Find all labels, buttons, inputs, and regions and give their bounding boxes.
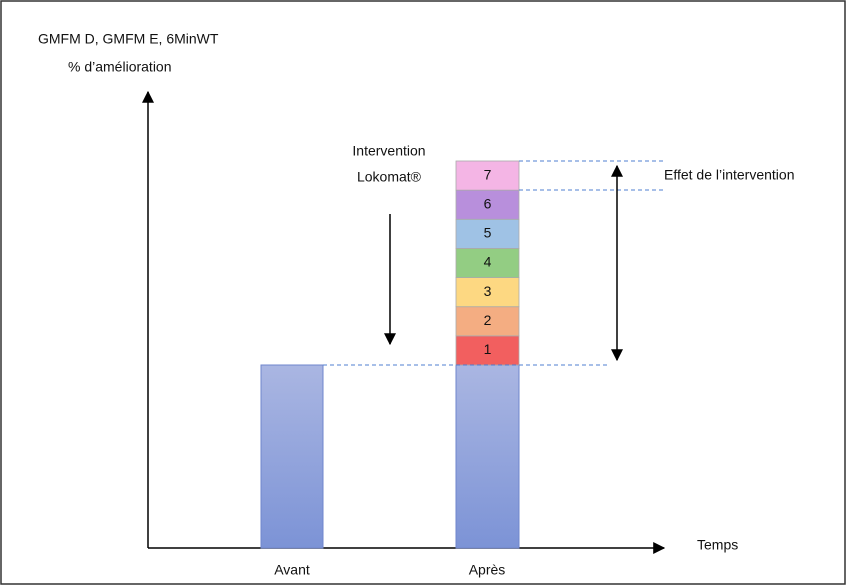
segment-label: 5 [484,225,492,241]
bar [455,364,520,549]
y-axis-label: % d’amélioration [68,59,172,75]
segment-label: 1 [484,341,492,357]
y-axis-label: GMFM D, GMFM E, 6MinWT [38,31,219,47]
intervention-label: Intervention [352,143,425,159]
segment [455,248,520,278]
segment-label: 2 [484,312,492,328]
segment [455,335,520,366]
segment-label: 7 [484,166,492,182]
segment-label: 6 [484,195,492,211]
effect-label: Effet de l’intervention [664,167,795,183]
bar [260,364,324,549]
segment [455,277,520,308]
segment [455,160,520,191]
intervention-label: Lokomat® [357,169,422,185]
bar-label: Après [469,562,506,578]
segment [455,218,520,249]
segment-label: 3 [484,283,492,299]
segment-label: 4 [484,254,492,270]
segments: 1 2 3 4 5 6 7 [455,160,520,366]
bar-label: Avant [274,562,310,578]
segment [455,189,520,220]
x-axis-label: Temps [697,537,738,553]
